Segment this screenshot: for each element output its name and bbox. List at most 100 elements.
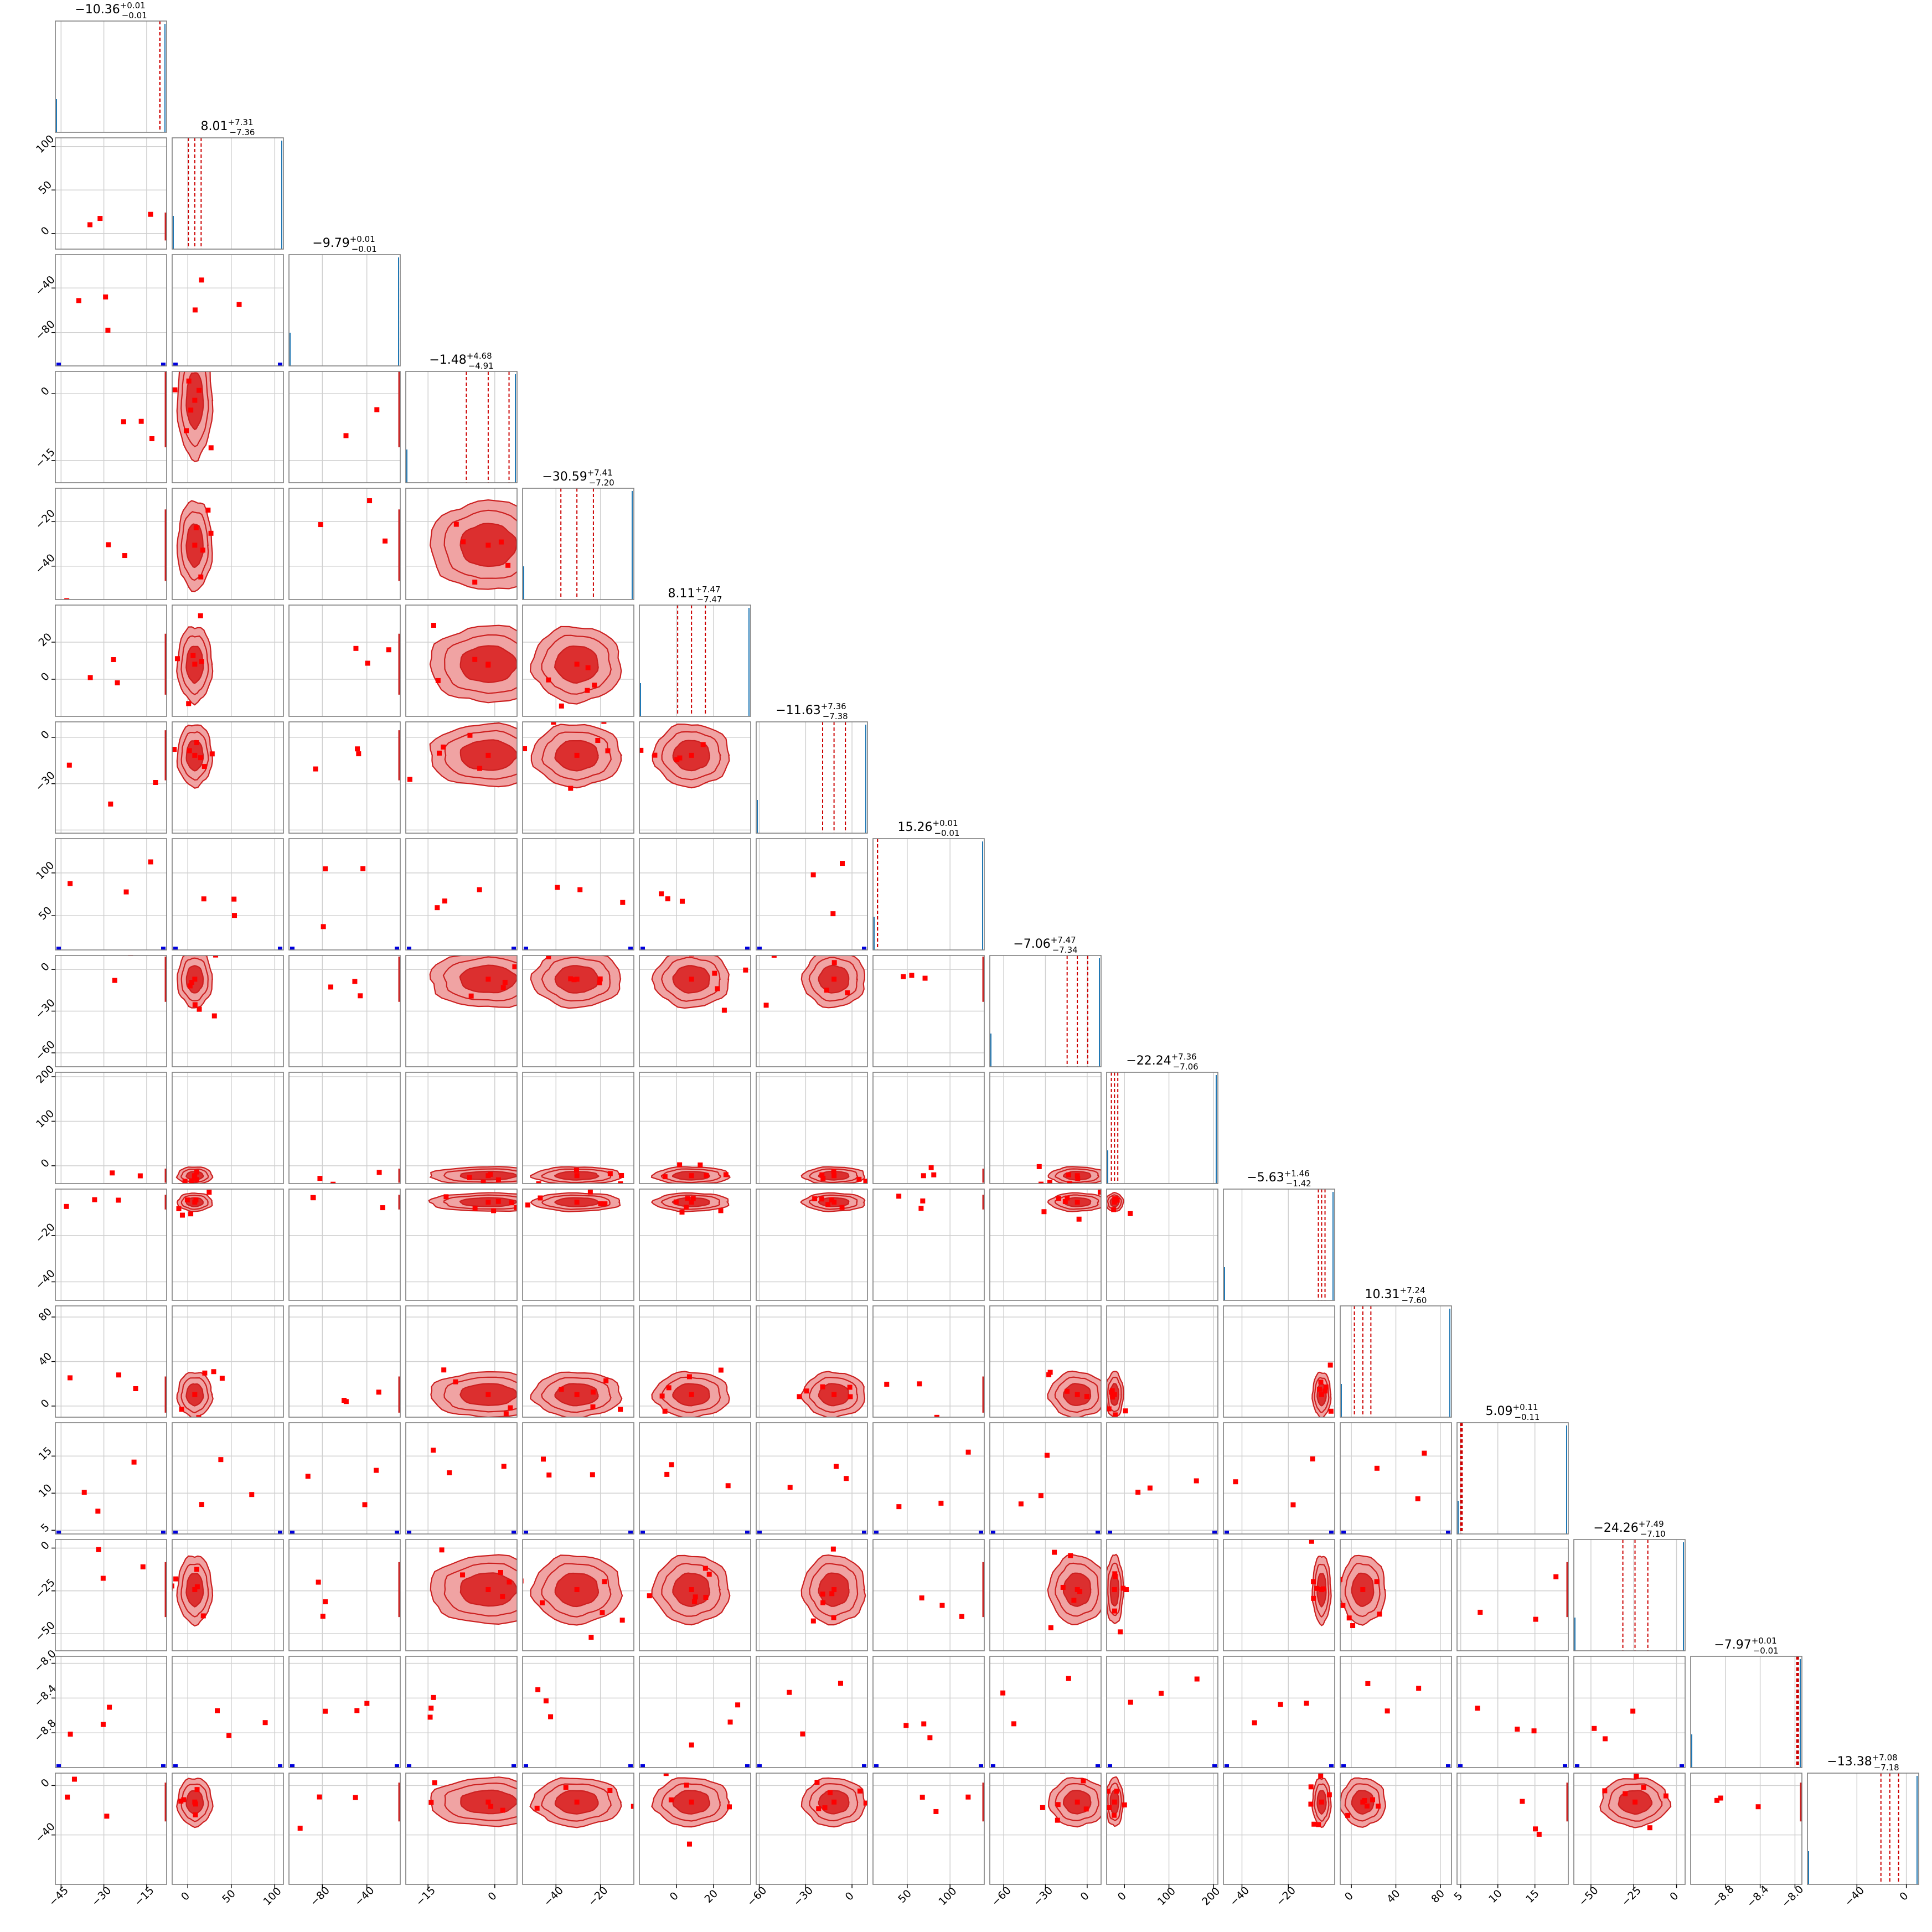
panel-frame — [172, 137, 284, 250]
scatter-point — [831, 1799, 837, 1805]
panel-frame — [55, 1656, 167, 1768]
panel-frame — [639, 1656, 751, 1768]
scatter-point — [439, 1547, 445, 1553]
scatter-point — [453, 1379, 458, 1385]
scatter-point — [148, 859, 153, 865]
scatter-point — [1553, 1574, 1559, 1579]
panel-frame — [639, 1773, 751, 1885]
edge-marker — [290, 947, 295, 950]
y-tick-label: −80 — [33, 318, 58, 342]
panel-frame — [288, 1773, 401, 1885]
scatter-point — [1048, 1625, 1053, 1630]
scatter-point — [106, 542, 111, 547]
title-median: −10.36 — [75, 3, 120, 17]
title-median: 5.09 — [1486, 1404, 1513, 1418]
scatter-panel-9-4 — [523, 1072, 634, 1184]
scatter-point — [374, 407, 380, 412]
scatter-panel-14-1 — [172, 1656, 283, 1768]
scatter-point — [1112, 1812, 1117, 1818]
panel-frame — [405, 1189, 518, 1301]
panel-frame — [55, 721, 167, 834]
scatter-point — [202, 1370, 208, 1376]
y-tick-label: −40 — [33, 551, 58, 576]
scatter-point — [690, 1196, 696, 1201]
x-tick-label: −8.0 — [1779, 1883, 1806, 1910]
scatter-point — [715, 986, 720, 991]
scatter-point — [1310, 1456, 1315, 1461]
scatter-panel-15-11 — [1340, 1773, 1451, 1884]
scatter-point — [1081, 1778, 1086, 1784]
scatter-point — [574, 1200, 580, 1205]
scatter-point — [831, 1587, 837, 1592]
scatter-point — [928, 1165, 934, 1170]
scatter-point — [1000, 1690, 1006, 1696]
edge-marker — [1096, 1531, 1100, 1534]
scatter-point — [172, 747, 177, 752]
scatter-point — [354, 1708, 360, 1713]
title-median: −5.63 — [1247, 1171, 1284, 1185]
panel-frame — [522, 488, 634, 600]
scatter-point — [540, 1456, 546, 1462]
scatter-point — [1317, 1386, 1323, 1392]
scatter-point — [1278, 1702, 1283, 1707]
panel-frame — [172, 1773, 284, 1885]
panel-frame — [405, 955, 518, 1067]
panel-frame — [989, 1189, 1102, 1301]
scatter-point — [477, 766, 483, 771]
histogram-panel-9 — [1107, 1072, 1217, 1184]
scatter-point — [797, 1394, 802, 1399]
y-tick-label: 100 — [34, 859, 56, 882]
panel-frame — [288, 1422, 401, 1535]
scatter-point — [435, 678, 441, 683]
scatter-point — [1066, 1172, 1072, 1177]
scatter-panel-15-9 — [1107, 1773, 1218, 1884]
scatter-point — [689, 977, 694, 982]
panel-frame — [756, 1773, 868, 1885]
panel-frame — [639, 605, 751, 717]
histogram-title-6: −11.63+7.36 −7.38 — [776, 701, 848, 721]
scatter-point — [65, 1794, 70, 1800]
scatter-point — [179, 1212, 185, 1218]
title-plus: +4.68 — [467, 351, 492, 361]
scatter-point — [512, 964, 517, 969]
edge-marker — [1446, 1531, 1450, 1534]
title-plus: +7.24 — [1400, 1285, 1425, 1295]
x-tick-label: 0 — [843, 1890, 856, 1903]
scatter-point — [931, 1172, 937, 1177]
edge-marker — [979, 1531, 983, 1534]
scatter-point — [723, 1172, 729, 1177]
scatter-point — [485, 1587, 491, 1592]
panel-frame — [288, 1072, 401, 1184]
edge-marker — [1680, 1764, 1684, 1768]
panel-frame — [405, 605, 518, 717]
scatter-point — [192, 1392, 198, 1397]
scatter-point — [95, 1509, 101, 1514]
scatter-point — [219, 1376, 225, 1381]
edge-marker — [628, 947, 633, 950]
title-plus: +0.01 — [933, 818, 958, 828]
scatter-point — [546, 1472, 552, 1478]
scatter-point — [231, 913, 237, 918]
panel-frame — [172, 254, 284, 366]
scatter-point — [727, 1719, 733, 1725]
scatter-point — [669, 1462, 674, 1468]
scatter-point — [934, 1414, 939, 1417]
scatter-point — [1322, 1388, 1327, 1394]
scatter-panel-6-2 — [289, 722, 400, 833]
panel-frame — [522, 1422, 634, 1535]
histogram-panel-1 — [173, 138, 282, 249]
scatter-point — [87, 222, 93, 228]
edge-marker — [173, 947, 178, 950]
scatter-panel-12-1 — [172, 1423, 283, 1534]
scatter-panel-12-0 — [55, 1423, 167, 1534]
scatter-point — [1147, 1485, 1153, 1491]
scatter-point — [1060, 1584, 1066, 1590]
histogram-title-1: 8.01+7.31 −7.36 — [201, 117, 255, 137]
scatter-panel-8-0 — [55, 955, 167, 1067]
scatter-point — [1194, 1676, 1200, 1682]
scatter-point — [323, 866, 328, 871]
panel-frame — [1340, 1539, 1452, 1651]
scatter-point — [1364, 1803, 1370, 1809]
y-tick-label: −20 — [33, 1221, 58, 1246]
scatter-panel-13-12 — [1457, 1540, 1568, 1651]
